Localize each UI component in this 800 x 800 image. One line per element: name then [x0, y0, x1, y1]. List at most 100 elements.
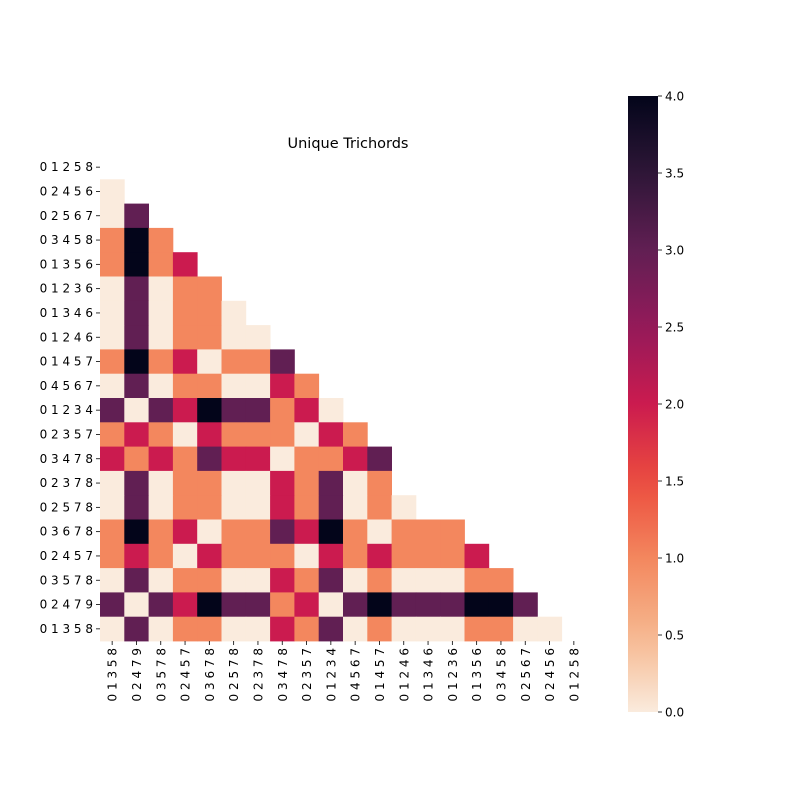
- heatmap-cell: [148, 495, 174, 520]
- heatmap-cell: [270, 616, 295, 642]
- heatmap-cell: [124, 300, 149, 326]
- heatmap-cell: [343, 446, 368, 472]
- heatmap-cell: [367, 543, 392, 569]
- x-tick-label: 0 2 3 5 7: [300, 648, 314, 701]
- heatmap-cell: [294, 470, 320, 496]
- heatmap-cell: [245, 592, 271, 618]
- heatmap-cell: [221, 519, 247, 545]
- heatmap-cell: [367, 616, 392, 642]
- heatmap-cell: [100, 446, 125, 472]
- heatmap-cell: [172, 398, 198, 423]
- y-tick-label: 0 2 4 7 9: [40, 598, 93, 612]
- heatmap-cell: [124, 349, 149, 375]
- heatmap-cell: [415, 543, 441, 569]
- heatmap-cell: [197, 398, 222, 423]
- heatmap-cell: [172, 373, 198, 399]
- heatmap-cell: [343, 470, 368, 496]
- heatmap-cell: [318, 422, 344, 447]
- y-tick-label: 0 1 4 5 7: [40, 355, 93, 369]
- heatmap-cell: [440, 543, 465, 569]
- y-tick-label: 0 1 3 4 6: [40, 306, 93, 320]
- heatmap-cell: [367, 470, 392, 496]
- heatmap-cell: [294, 616, 320, 642]
- heatmap-cell: [148, 519, 174, 545]
- heatmap-cell: [245, 373, 271, 399]
- heatmap-cell: [197, 568, 222, 593]
- y-tick-label: 0 2 5 6 7: [40, 209, 93, 223]
- y-tick-label: 0 3 6 7 8: [40, 525, 93, 539]
- heatmap-cell: [294, 568, 320, 593]
- heatmap-cell: [440, 519, 465, 545]
- y-tick-label: 0 1 2 3 4: [40, 403, 93, 417]
- heatmap-cell: [148, 252, 174, 277]
- heatmap-cell: [464, 616, 490, 642]
- heatmap-cell: [488, 616, 514, 642]
- heatmap-cell: [318, 616, 344, 642]
- heatmap-cell: [367, 592, 392, 618]
- heatmap-cell: [245, 446, 271, 472]
- heatmap-cell: [270, 422, 295, 447]
- heatmap-cell: [440, 592, 465, 618]
- heatmap-cell: [197, 422, 222, 447]
- x-tick-label: 0 3 6 7 8: [203, 648, 217, 701]
- colorbar-tick-label: 1.0: [665, 552, 684, 566]
- heatmap-cell: [367, 519, 392, 545]
- x-tick-label: 0 2 4 7 9: [130, 648, 144, 701]
- heatmap-cell: [221, 398, 247, 423]
- heatmap-cell: [391, 543, 417, 569]
- heatmap-cell: [124, 422, 149, 447]
- heatmap-cell: [172, 300, 198, 326]
- heatmap-cell: [318, 398, 344, 423]
- heatmap-cell: [294, 495, 320, 520]
- heatmap-cell: [270, 495, 295, 520]
- heatmap-cell: [440, 568, 465, 593]
- heatmap-cell: [197, 543, 222, 569]
- heatmap-cell: [245, 543, 271, 569]
- heatmap-cell: [245, 616, 271, 642]
- colorbar-tick-label: 0.0: [665, 706, 684, 720]
- heatmap-cell: [391, 519, 417, 545]
- heatmap-cell: [100, 349, 125, 375]
- heatmap-cell: [100, 495, 125, 520]
- y-tick-label: 0 3 4 7 8: [40, 452, 93, 466]
- heatmap-cell: [294, 519, 320, 545]
- y-tick-label: 0 2 5 7 8: [40, 500, 93, 514]
- heatmap-cell: [124, 203, 149, 229]
- heatmap-cell: [318, 543, 344, 569]
- heatmap-cell: [367, 568, 392, 593]
- y-tick-label: 0 1 2 5 8: [40, 160, 93, 174]
- y-tick-label: 0 2 3 7 8: [40, 476, 93, 490]
- heatmap-cell: [391, 495, 417, 520]
- heatmap-cell: [415, 616, 441, 642]
- x-tick-label: 0 1 2 3 6: [446, 648, 460, 701]
- colorbar-tick-label: 3.5: [665, 167, 684, 181]
- heatmap-cell: [391, 568, 417, 593]
- heatmap-cell: [294, 543, 320, 569]
- x-tick-labels: 0 1 3 5 8 0 2 4 7 9 0 3 5 7 8 0 2 4 5 7 0 3 …: [106, 641, 581, 701]
- x-tick-label: 0 3 4 5 8: [494, 648, 508, 701]
- heatmap-cell: [100, 568, 125, 593]
- heatmap-cell: [124, 227, 149, 253]
- heatmap-cell: [172, 616, 198, 642]
- y-tick-label: 0 4 5 6 7: [40, 379, 93, 393]
- x-tick-label: 0 1 3 5 8: [106, 648, 120, 701]
- x-tick-label: 0 1 4 5 7: [373, 648, 387, 701]
- chart-title: Unique Trichords: [288, 136, 409, 152]
- heatmap-cell: [100, 592, 125, 618]
- heatmap-cell: [343, 568, 368, 593]
- y-tick-label: 0 1 2 4 6: [40, 330, 93, 344]
- heatmap-cell: [245, 349, 271, 375]
- heatmap-cell: [172, 349, 198, 375]
- heatmap-cell: [343, 519, 368, 545]
- colorbar-tick-label: 2.5: [665, 321, 684, 335]
- heatmap-cell: [197, 616, 222, 642]
- heatmap-cell: [148, 422, 174, 447]
- y-tick-label: 0 1 3 5 6: [40, 257, 93, 271]
- heatmap-cell: [172, 543, 198, 569]
- heatmap-cell: [172, 325, 198, 350]
- heatmap-cell: [343, 616, 368, 642]
- heatmap-cell: [245, 495, 271, 520]
- heatmap-cell: [513, 616, 538, 642]
- heatmap-cell: [100, 470, 125, 496]
